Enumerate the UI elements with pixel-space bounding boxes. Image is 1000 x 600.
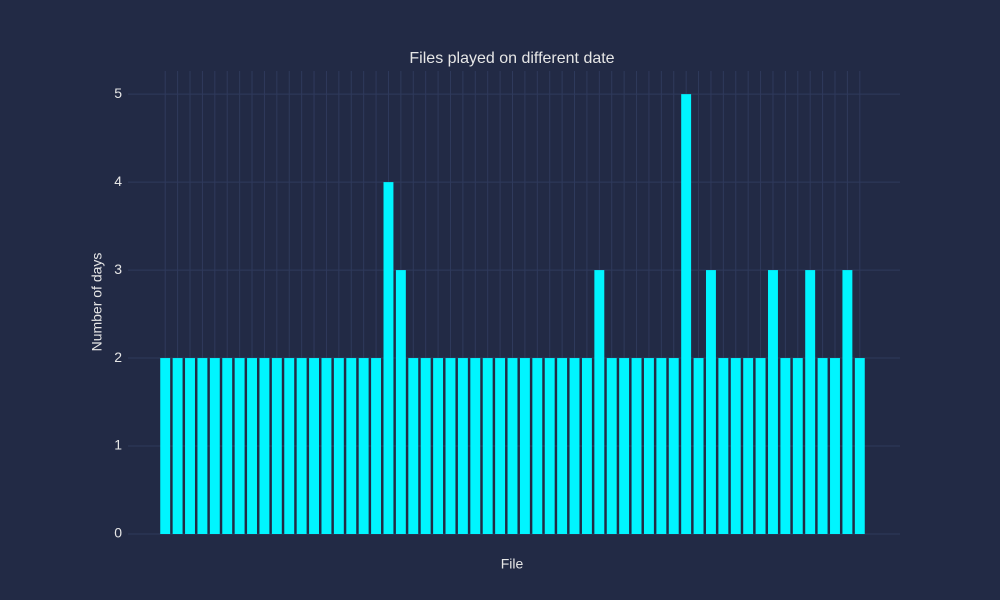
bar: [755, 358, 766, 534]
bar: [842, 270, 853, 534]
bar: [507, 358, 518, 534]
bar: [668, 358, 679, 534]
bar: [718, 358, 729, 534]
bar: [519, 358, 530, 534]
bar: [643, 358, 654, 534]
bar: [284, 358, 295, 534]
bar: [470, 358, 481, 534]
bar: [433, 358, 444, 534]
bar: [209, 358, 220, 534]
bar: [395, 270, 406, 534]
bar: [383, 182, 394, 534]
y-tick-label: 2: [114, 349, 122, 365]
bar: [296, 358, 307, 534]
bar: [172, 358, 183, 534]
bar: [705, 270, 716, 534]
bar: [445, 358, 456, 534]
bar: [557, 358, 568, 534]
bar: [408, 358, 419, 534]
y-tick-label: 4: [114, 173, 122, 189]
bar: [222, 358, 233, 534]
bar: [160, 358, 171, 534]
chart-title: Files played on different date: [409, 50, 614, 67]
bar: [619, 358, 630, 534]
bar: [743, 358, 754, 534]
bar: [693, 358, 704, 534]
y-tick-label: 0: [114, 525, 122, 541]
bar: [495, 358, 506, 534]
bar: [271, 358, 282, 534]
bar: [792, 358, 803, 534]
bar: [569, 358, 580, 534]
y-tick-label: 1: [114, 437, 122, 453]
bar: [606, 358, 617, 534]
y-axis-label: Number of days: [89, 253, 105, 352]
bar: [631, 358, 642, 534]
bar: [457, 358, 468, 534]
bar: [681, 94, 692, 534]
bar: [581, 358, 592, 534]
bar: [594, 270, 605, 534]
bar: [817, 358, 828, 534]
bar: [346, 358, 357, 534]
bar: [333, 358, 344, 534]
bar: [532, 358, 543, 534]
bar: [730, 358, 741, 534]
bar: [234, 358, 245, 534]
bar: [854, 358, 865, 534]
bar: [544, 358, 555, 534]
bar: [321, 358, 332, 534]
bar: [309, 358, 320, 534]
bar: [768, 270, 778, 534]
y-tick-label: 5: [114, 85, 122, 101]
bar: [780, 358, 791, 534]
bar: [371, 358, 382, 534]
bar: [656, 358, 667, 534]
bar: [420, 358, 431, 534]
x-axis-label: File: [501, 556, 524, 572]
bar: [197, 358, 208, 534]
y-tick-label: 3: [114, 261, 122, 277]
bar: [830, 358, 840, 534]
bar: [259, 358, 270, 534]
bar: [805, 270, 816, 534]
bar: [482, 358, 493, 534]
bar: [358, 358, 369, 534]
bar: [185, 358, 195, 534]
bar: [247, 358, 257, 534]
